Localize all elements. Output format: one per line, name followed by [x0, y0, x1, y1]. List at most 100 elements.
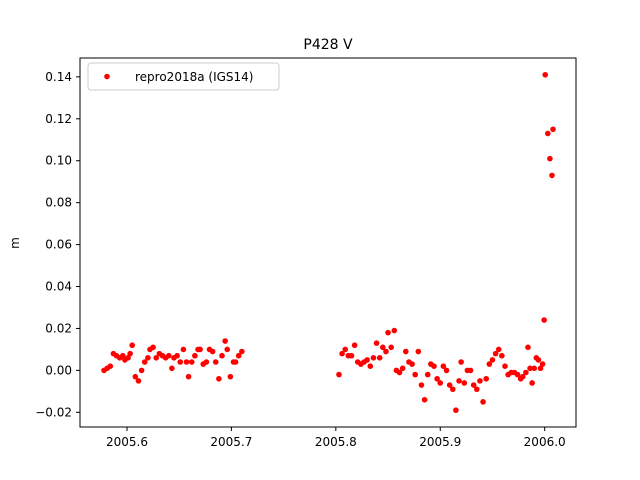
data-point: [227, 373, 234, 380]
chart-title: P428 V: [303, 37, 353, 53]
data-point: [235, 352, 242, 359]
data-point: [550, 126, 556, 133]
legend: repro2018a (IGS14): [87, 62, 280, 91]
data-point: [342, 346, 349, 353]
data-point: [209, 348, 216, 355]
data-point: [456, 378, 462, 384]
y-tick-label: 0.12: [45, 112, 72, 126]
data-point: [434, 375, 440, 382]
data-point: [542, 71, 548, 78]
data-point: [216, 375, 222, 382]
data-point: [127, 350, 133, 357]
data-point: [474, 386, 480, 393]
y-tick-label: 0.06: [45, 238, 72, 252]
data-point: [492, 350, 499, 357]
data-point: [541, 317, 547, 323]
data-point: [480, 399, 486, 405]
data-point: [180, 346, 187, 353]
x-tick-label: 2005.9: [419, 435, 461, 449]
data-point: [449, 386, 456, 393]
data-point: [477, 378, 483, 384]
data-point: [545, 130, 551, 137]
data-point: [431, 363, 437, 369]
data-point: [531, 365, 538, 372]
x-axis: 2005.6 2005.7 2005.8 2005.9 2006.0: [106, 427, 566, 449]
data-point: [539, 361, 546, 367]
data-point: [197, 346, 203, 353]
data-point: [339, 350, 345, 357]
y-tick-label: 0.08: [45, 196, 72, 210]
data-point: [129, 342, 136, 349]
x-tick-label: 2005.6: [106, 435, 148, 449]
data-point: [502, 363, 508, 369]
data-point: [364, 357, 370, 363]
data-point: [203, 359, 210, 365]
data-point: [120, 352, 126, 359]
data-point: [396, 369, 403, 376]
data-point: [443, 367, 450, 374]
data-point: [348, 352, 355, 359]
data-point: [399, 365, 406, 372]
data-point: [222, 338, 228, 344]
data-point: [409, 361, 415, 367]
data-point: [547, 155, 553, 162]
data-point: [174, 352, 180, 359]
legend-label: repro2018a (IGS14): [135, 70, 253, 84]
x-tick-label: 2005.8: [315, 435, 357, 449]
data-point: [418, 382, 425, 388]
data-point: [535, 357, 542, 363]
legend-marker: [104, 73, 110, 80]
data-point: [219, 352, 225, 359]
data-point: [421, 396, 428, 403]
data-point: [351, 342, 358, 349]
data-point: [525, 344, 531, 351]
data-point: [458, 359, 464, 365]
data-point: [495, 346, 502, 353]
data-point: [212, 359, 219, 365]
data-point: [188, 359, 195, 365]
data-point: [239, 348, 245, 355]
y-tick-label: 0.00: [45, 363, 72, 377]
data-point: [415, 348, 422, 355]
data-point: [177, 359, 184, 365]
data-point: [224, 346, 231, 353]
data-point: [376, 355, 383, 361]
plot-area: [79, 57, 577, 428]
data-point: [437, 380, 444, 386]
data-point: [183, 359, 190, 365]
y-tick-label: 0.02: [45, 321, 72, 335]
data-point: [529, 380, 535, 386]
data-point: [461, 380, 468, 386]
data-point: [486, 361, 493, 367]
y-axis-label: m: [8, 237, 22, 249]
data-point: [514, 371, 521, 378]
data-point: [192, 352, 198, 359]
data-point: [145, 355, 151, 361]
x-tick-label: 2006.0: [524, 435, 566, 449]
y-tick-label: 0.04: [45, 280, 72, 294]
data-point: [402, 348, 409, 355]
data-point: [336, 371, 342, 378]
data-point: [367, 363, 374, 369]
data-point: [153, 355, 160, 361]
data-point: [107, 363, 114, 369]
data-point: [523, 369, 529, 376]
data-point: [169, 365, 175, 372]
y-tick-label: 0.10: [45, 154, 72, 168]
y-tick-label: −0.02: [35, 405, 72, 419]
data-point: [489, 357, 496, 363]
data-point: [232, 359, 239, 365]
data-point: [440, 363, 447, 369]
data-point: [470, 382, 477, 388]
data-point: [537, 365, 544, 372]
legend-box: [87, 62, 280, 91]
data-point: [370, 355, 377, 361]
data-point: [383, 348, 389, 355]
data-points: [101, 71, 556, 414]
data-point: [373, 340, 380, 346]
y-axis: −0.02 0.00 0.02 0.04 0.06 0.08 0.10 0.12 0.14: [35, 70, 80, 419]
data-point: [135, 378, 142, 384]
data-point: [185, 373, 192, 380]
data-point: [453, 407, 459, 414]
